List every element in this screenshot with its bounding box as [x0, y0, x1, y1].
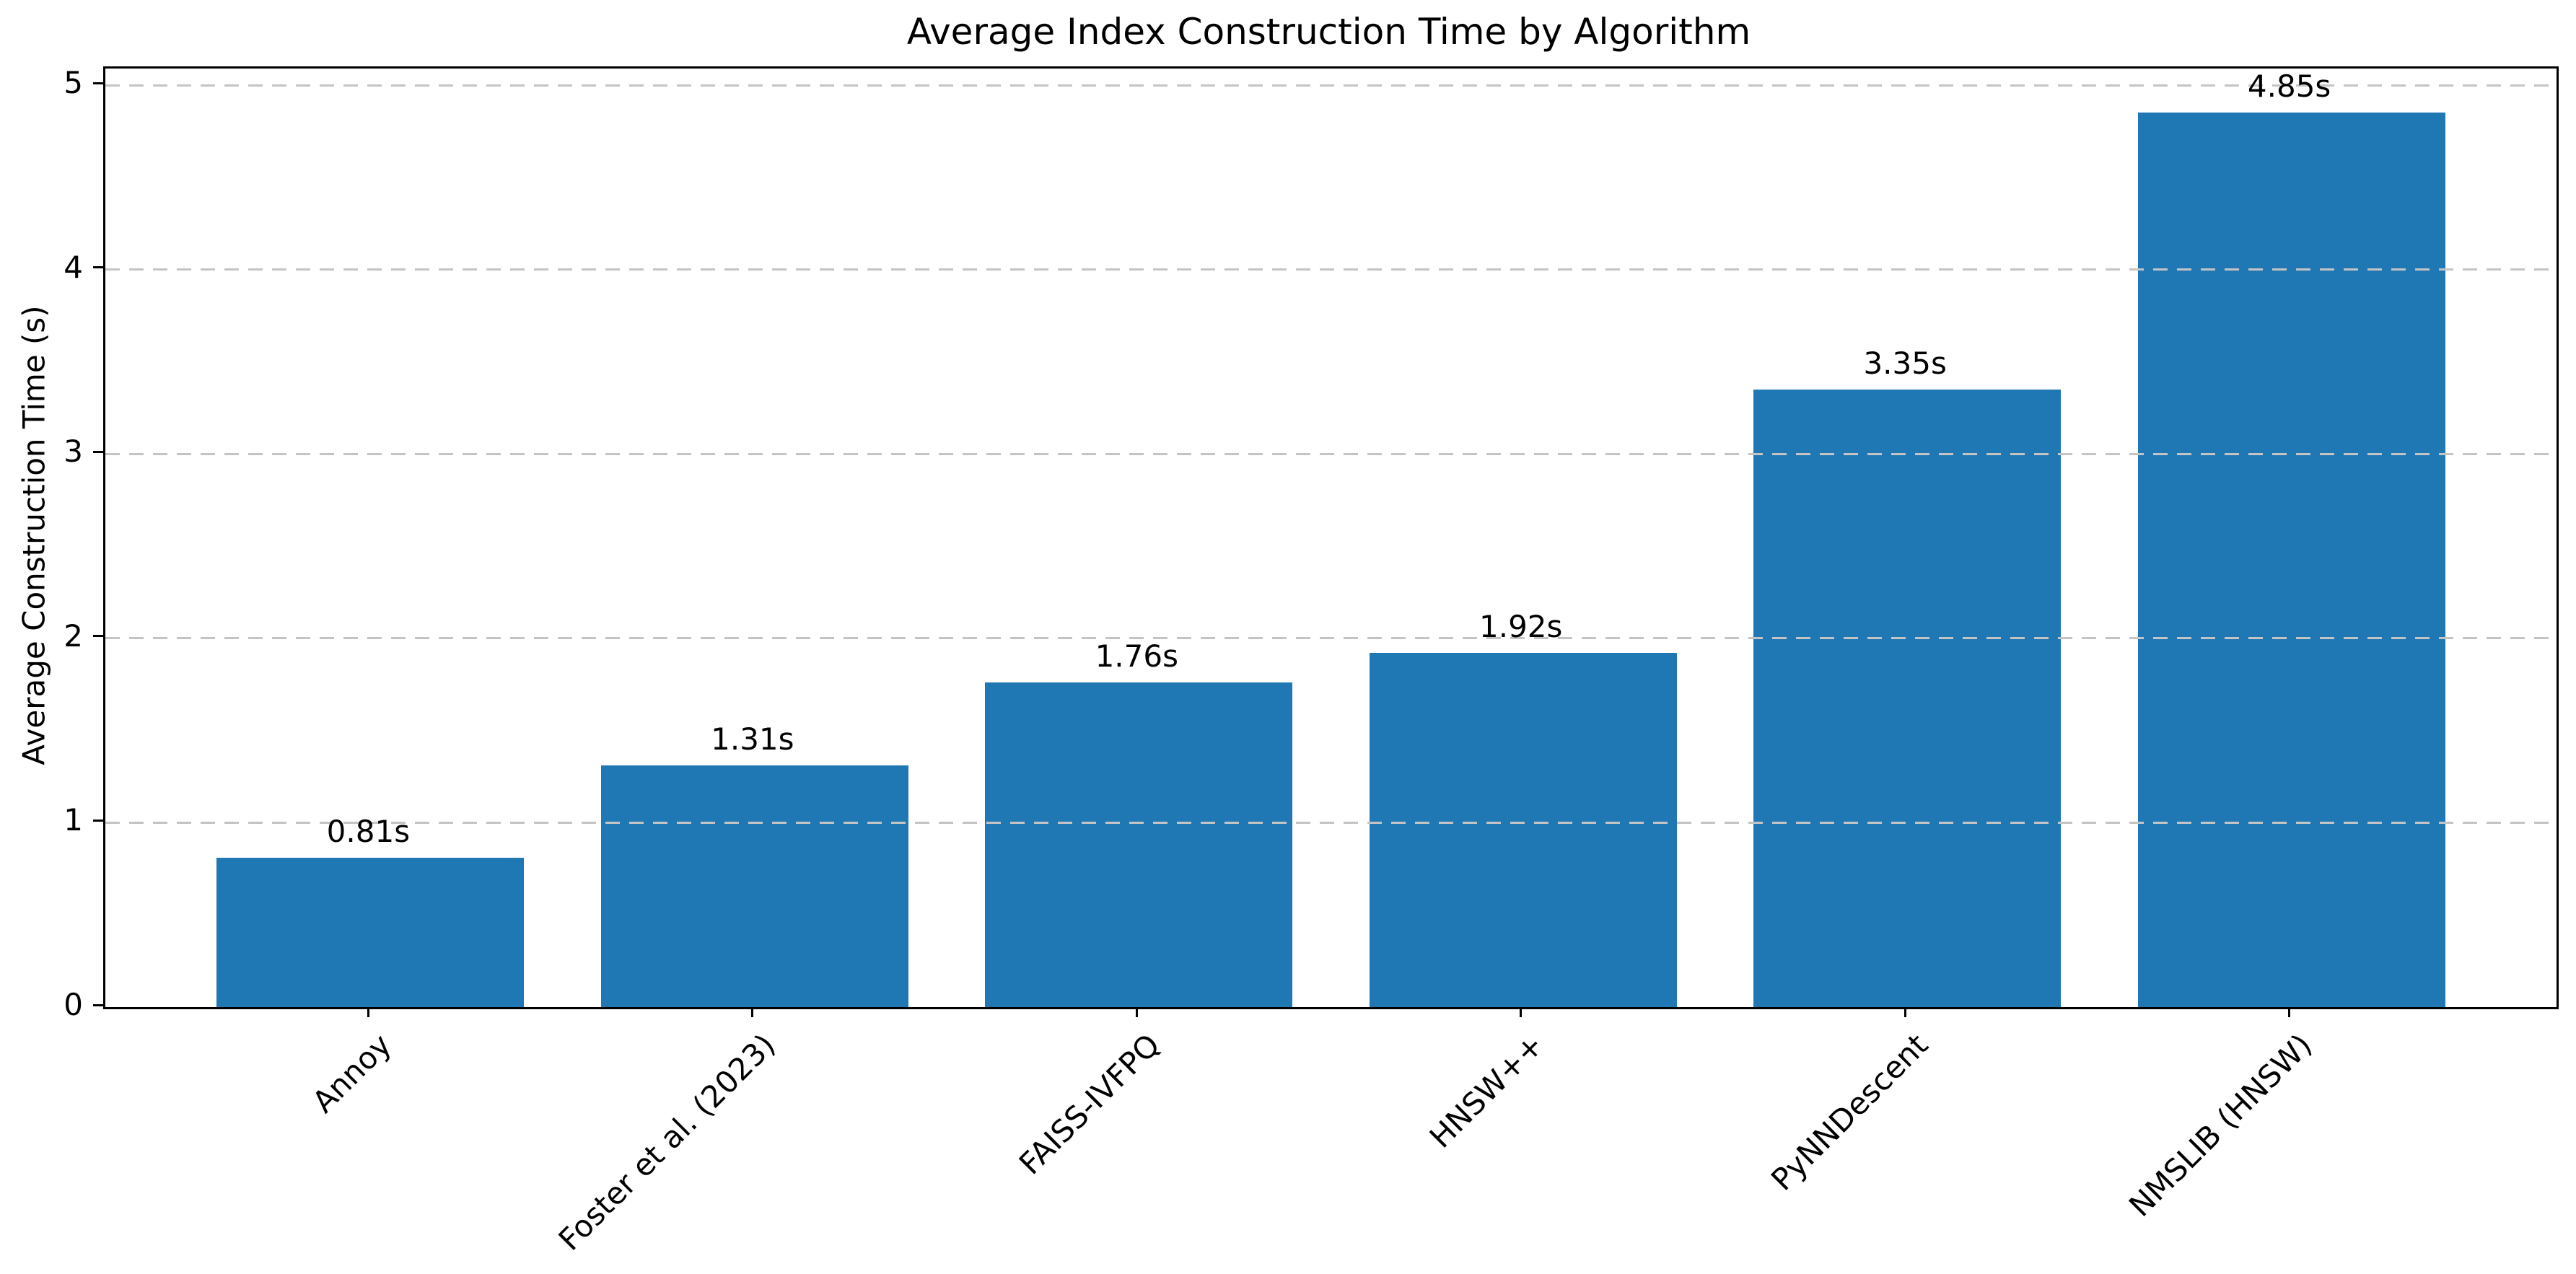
bar-foster-et-al-2023 — [600, 765, 908, 1007]
bar-value-label: 1.31s — [711, 721, 794, 757]
y-axis-label: Average Construction Time (s) — [16, 305, 52, 765]
y-tick-mark — [93, 450, 103, 453]
gridline-y3 — [105, 452, 2557, 455]
bar-value-label: 1.76s — [1095, 638, 1178, 675]
y-tick-mark — [93, 82, 103, 84]
x-tick-mark — [1135, 1007, 1138, 1017]
chart-title: Average Index Construction Time by Algor… — [906, 11, 1751, 53]
gridline-y1 — [105, 821, 2557, 824]
x-tick-mark — [2288, 1007, 2291, 1017]
bar-faiss-ivfpq — [985, 682, 1293, 1007]
bar-value-label: 1.92s — [1479, 609, 1563, 645]
x-tick-label: Foster et al. (2023) — [551, 1027, 783, 1257]
y-tick-mark — [93, 635, 103, 638]
x-tick-label: PyNNDescent — [1764, 1027, 1935, 1198]
x-tick-mark — [751, 1007, 754, 1017]
x-tick-mark — [1903, 1007, 1906, 1017]
gridline-y4 — [105, 268, 2557, 271]
bar-nmslib-hnsw — [2137, 113, 2445, 1007]
gridline-y5 — [105, 84, 2557, 87]
y-tick-label: 1 — [63, 802, 83, 838]
plot-area — [103, 66, 2559, 1009]
x-tick-mark — [367, 1007, 369, 1017]
bar-annoy — [216, 857, 525, 1007]
x-tick-label: FAISS-IVFPQ — [1012, 1027, 1167, 1182]
y-tick-label: 0 — [63, 987, 83, 1022]
y-tick-mark — [93, 1003, 103, 1006]
x-tick-label: HNSW++ — [1422, 1027, 1551, 1155]
x-tick-label: NMSLIB (HNSW) — [2122, 1027, 2319, 1224]
y-tick-label: 3 — [63, 434, 83, 470]
bar-value-label: 4.85s — [2247, 69, 2331, 105]
y-tick-label: 4 — [63, 249, 83, 285]
gridline-y2 — [105, 637, 2557, 640]
y-tick-mark — [93, 819, 103, 822]
y-tick-label: 5 — [63, 65, 83, 100]
y-tick-mark — [93, 266, 103, 269]
y-tick-label: 2 — [63, 618, 83, 654]
bar-pynndescent — [1753, 389, 2062, 1007]
x-tick-mark — [1520, 1007, 1523, 1017]
bar-hnsw — [1369, 653, 1677, 1007]
bar-value-label: 3.35s — [1863, 345, 1947, 381]
bar-value-label: 0.81s — [326, 813, 411, 849]
x-tick-label: Annoy — [305, 1027, 398, 1120]
